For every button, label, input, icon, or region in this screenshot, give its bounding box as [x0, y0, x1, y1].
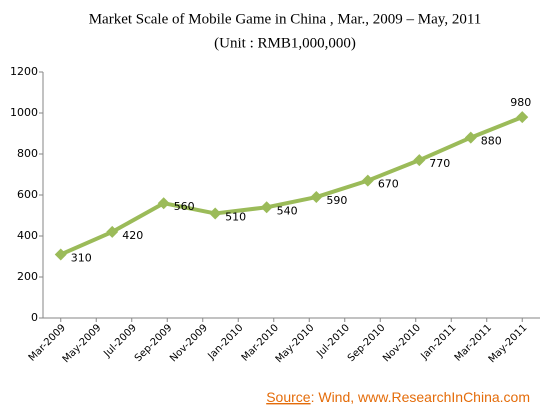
point-marker [157, 197, 170, 210]
data-label: 590 [326, 194, 347, 207]
data-label: 560 [174, 200, 195, 213]
point-marker [310, 191, 323, 204]
point-marker [54, 248, 67, 261]
data-label: 980 [510, 96, 531, 109]
data-label: 420 [122, 229, 143, 242]
y-tick-label: 400 [17, 229, 38, 242]
data-label: 670 [378, 178, 399, 191]
x-tick-label: May-2009 [61, 322, 104, 365]
y-tick-label: 1000 [10, 106, 38, 119]
point-marker [361, 174, 374, 187]
chart-title: Market Scale of Mobile Game in China , M… [89, 11, 482, 27]
x-tick-label: Nov-2010 [381, 322, 423, 364]
data-label: 880 [481, 135, 502, 148]
point-marker [413, 154, 426, 167]
y-tick-label: 800 [17, 147, 38, 160]
point-marker [464, 131, 477, 144]
point-marker [209, 207, 222, 220]
y-tick-label: 1200 [10, 65, 38, 78]
series-line [59, 115, 523, 257]
x-tick-label: May-2011 [487, 322, 530, 365]
point-marker [106, 225, 119, 238]
source-text: : Wind, www.ResearchInChina.com [311, 389, 530, 405]
chart-subtitle: (Unit : RMB1,000,000) [214, 35, 356, 51]
point-marker [260, 201, 273, 214]
y-tick-label: 600 [17, 188, 38, 201]
x-tick-label: May-2010 [274, 322, 317, 365]
data-label: 510 [225, 210, 246, 223]
y-tick-label: 0 [31, 311, 38, 324]
data-label: 770 [429, 157, 450, 170]
x-tick-label: Jul-2009 [101, 322, 139, 360]
x-tick-label: Jul-2010 [314, 322, 352, 360]
source-label: Source [266, 389, 311, 405]
source: Source: Wind, www.ResearchInChina.com [266, 389, 530, 405]
data-label: 310 [71, 251, 92, 264]
y-tick-label: 200 [17, 270, 38, 283]
data-label: 540 [277, 204, 298, 217]
x-tick-label: Nov-2009 [168, 322, 210, 364]
point-marker [516, 111, 529, 124]
